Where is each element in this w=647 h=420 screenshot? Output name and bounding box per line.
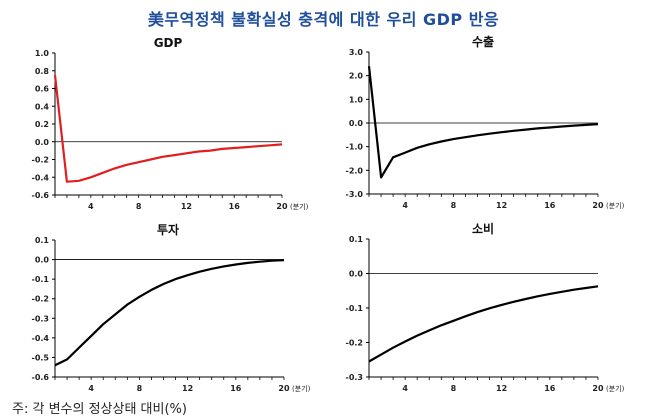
panel-1-x-tick-label: 8 <box>136 202 142 211</box>
panel-3-y-tick-label: 0.0 <box>35 256 50 265</box>
panel-3-x-tick-label: 4 <box>88 384 94 393</box>
panel-4-series-line <box>368 285 599 363</box>
panel-3-y-tick-label: -0.1 <box>32 275 50 284</box>
page-title: 美무역정책 불확실성 충격에 대한 우리 GDP 반응 <box>147 10 500 29</box>
panel-3-x-unit: (분기) <box>292 384 311 393</box>
panel-1-y-tick-label: -0.2 <box>32 156 50 165</box>
panel-1-series-line <box>53 75 283 183</box>
footnote: 주: 각 변수의 정상상태 대비(%) <box>12 402 187 417</box>
panel-3-y-tick-label: -0.2 <box>32 295 50 304</box>
panel-2-x-tick-label: 12 <box>496 201 507 210</box>
panel-3-series-line <box>54 259 285 367</box>
panel-2-x-tick-label: 16 <box>544 201 556 210</box>
panel-2-y-tick-label: -1.0 <box>346 143 364 152</box>
panel-2-series-line <box>367 66 599 179</box>
panel-1-y-tick-label: -0.6 <box>32 191 50 200</box>
panel-1-y-tick-label: 0.6 <box>35 85 50 94</box>
panel-4-x-tick-label: 4 <box>402 384 408 393</box>
panel-2-y-tick-label: 0.0 <box>349 119 364 128</box>
panel-1-y-tick-label: 0.0 <box>35 138 50 147</box>
panel-3-y-tick-label: -0.6 <box>32 373 50 382</box>
panel-1-x-tick-label: 12 <box>181 202 192 211</box>
panel-1-title: GDP <box>154 36 183 50</box>
panel-2-x-tick-label: 8 <box>451 201 457 210</box>
panel-1-y-tick-label: 0.8 <box>35 67 50 76</box>
panel-4-y-tick-label: -0.1 <box>346 304 364 313</box>
panel-2-x-tick-label: 20 <box>592 201 604 210</box>
panel-3-x-tick-label: 20 <box>278 384 290 393</box>
panel-4-y-tick-label: 0.1 <box>349 235 364 244</box>
panel-1-y-tick-label: -0.4 <box>32 173 50 182</box>
panel-4-x-tick-label: 8 <box>451 384 457 393</box>
panel-4-x-tick-label: 20 <box>592 384 604 393</box>
panel-1-x-tick-label: 20 <box>276 202 288 211</box>
panel-1-x-tick-label: 4 <box>88 202 94 211</box>
panel-2-y-tick-label: -2.0 <box>346 166 364 175</box>
panel-4-title: 소비 <box>472 221 494 236</box>
panel-4-x-tick-label: 12 <box>496 384 507 393</box>
panel-3-y-tick-label: -0.5 <box>32 353 50 362</box>
panel-3-x-tick-label: 8 <box>137 384 143 393</box>
panel-1-x-tick-label: 16 <box>229 202 241 211</box>
panel-1-y-tick-label: 1.0 <box>35 49 50 58</box>
panel-2-y-tick-label: -3.0 <box>346 190 364 199</box>
panel-2-title: 수출 <box>472 34 494 49</box>
panel-3-x-tick-label: 16 <box>230 384 242 393</box>
panel-2-x-unit: (분기) <box>606 201 625 210</box>
panel-4-y-tick-label: -0.3 <box>346 373 364 382</box>
panel-3-y-tick-label: -0.3 <box>32 314 50 323</box>
panel-4-y-tick-label: 0.0 <box>349 270 364 279</box>
panel-1-y-tick-label: 0.4 <box>35 102 50 111</box>
panel-1-x-unit: (분기) <box>290 202 309 211</box>
panel-4-x-unit: (분기) <box>606 384 625 393</box>
panel-1-y-tick-label: 0.2 <box>35 120 49 129</box>
panel-2-y-tick-label: 1.0 <box>349 95 364 104</box>
panel-2-y-tick-label: 2.0 <box>349 72 364 81</box>
panel-3-x-tick-label: 12 <box>182 384 193 393</box>
panel-2-x-tick-label: 4 <box>402 201 408 210</box>
panel-3-y-tick-label: -0.4 <box>32 334 50 343</box>
panel-2-y-tick-label: 3.0 <box>349 48 364 57</box>
panel-3-title: 투자 <box>157 222 179 237</box>
panel-4-x-tick-label: 16 <box>544 384 556 393</box>
panel-3-y-tick-label: 0.1 <box>35 236 50 245</box>
panel-4-y-tick-label: -0.2 <box>346 339 364 348</box>
